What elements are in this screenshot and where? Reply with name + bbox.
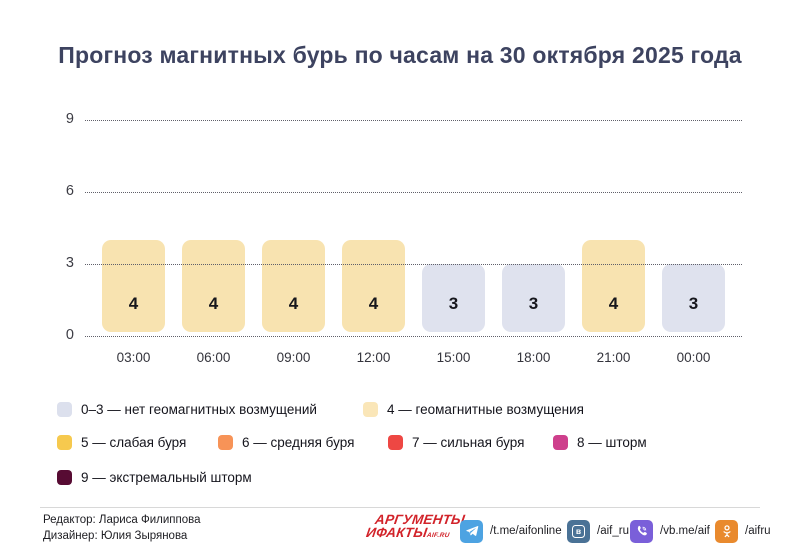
x-axis-label: 03:00	[116, 350, 151, 365]
legend-label: 4 — геомагнитные возмущения	[387, 402, 584, 417]
legend-label: 8 — шторм	[577, 435, 647, 450]
x-axis-label: 09:00	[276, 350, 311, 365]
chart-bar	[662, 263, 725, 332]
aif-logo-suffix: AIF.RU	[426, 532, 451, 539]
credit-designer: Дизайнер: Юлия Зырянова	[43, 529, 188, 542]
legend-item: 9 — экстремальный шторм	[57, 469, 252, 486]
legend-item: 5 — слабая буря	[57, 434, 186, 451]
social-handle: /aifru	[745, 525, 771, 537]
chart-bar	[582, 239, 645, 332]
x-axis-label: 21:00	[596, 350, 631, 365]
social-link-vk[interactable]: в/aif_ru	[567, 519, 629, 543]
x-axis-label: 12:00	[356, 350, 391, 365]
chart-bar	[502, 263, 565, 332]
legend-swatch-icon	[57, 435, 72, 450]
y-axis-label: 0	[65, 327, 74, 343]
chart-bar	[102, 239, 165, 332]
bar-value-label: 4	[368, 294, 379, 313]
page-title: Прогноз магнитных бурь по часам на 30 ок…	[58, 42, 742, 68]
bar-value-label: 3	[528, 294, 539, 313]
gridline-3	[85, 263, 742, 265]
bar-value-label: 3	[448, 294, 459, 313]
viber-icon	[630, 519, 653, 543]
bar-value-label: 4	[128, 294, 139, 313]
social-link-viber[interactable]: /vb.me/aif	[630, 519, 710, 543]
bar-value-label: 4	[288, 294, 299, 313]
vk-letter: в	[572, 524, 585, 538]
y-axis-label: 3	[65, 255, 74, 271]
legend-swatch-icon	[363, 402, 378, 417]
legend-swatch-icon	[57, 402, 72, 417]
legend-swatch-icon	[218, 435, 233, 450]
social-link-telegram[interactable]: /t.me/aifonline	[460, 519, 562, 543]
y-axis-label: 6	[65, 183, 74, 199]
gridline-9	[85, 119, 742, 121]
x-axis-label: 15:00	[436, 350, 471, 365]
x-axis-label: 06:00	[196, 350, 231, 365]
x-axis-label: 18:00	[516, 350, 551, 365]
gridline-0	[85, 335, 742, 337]
x-axis-label: 00:00	[676, 350, 711, 365]
legend-item: 4 — геомагнитные возмущения	[363, 401, 584, 418]
credit-editor: Редактор: Лариса Филиппова	[43, 514, 201, 526]
footer-divider	[40, 507, 760, 508]
bar-value-label: 4	[208, 294, 219, 313]
vk-icon: в	[567, 519, 590, 543]
y-axis-label: 9	[65, 111, 74, 127]
legend-item: 7 — сильная буря	[388, 434, 524, 451]
credits: Редактор: Лариса Филиппова Дизайнер: Юли…	[43, 513, 201, 544]
aif-logo-line2: ИФАКТЫAIF.RU	[365, 525, 451, 540]
legend-item: 8 — шторм	[553, 434, 647, 451]
telegram-icon	[460, 519, 483, 543]
legend-label: 7 — сильная буря	[412, 435, 525, 450]
chart-bar	[422, 263, 485, 332]
legend-swatch-icon	[553, 435, 568, 450]
chart-bar	[342, 239, 405, 332]
social-handle: /aif_ru	[597, 525, 629, 537]
legend-label: 5 — слабая буря	[81, 435, 187, 450]
aif-logo: АРГУМЕНТЫ ИФАКТЫAIF.RU	[365, 512, 466, 542]
legend-swatch-icon	[388, 435, 403, 450]
legend-swatch-icon	[57, 470, 72, 485]
legend-item: 0–3 — нет геомагнитных возмущений	[57, 401, 317, 418]
chart-bar	[182, 239, 245, 332]
legend-label: 6 — средняя буря	[242, 435, 355, 450]
bar-value-label: 3	[688, 294, 699, 313]
social-link-ok[interactable]: /aifru	[715, 519, 771, 543]
social-handle: /t.me/aifonline	[490, 525, 562, 537]
gridline-6	[85, 191, 742, 193]
ok-icon	[715, 519, 738, 543]
chart-bar	[262, 239, 325, 332]
legend-label: 9 — экстремальный шторм	[81, 470, 252, 485]
legend-item: 6 — средняя буря	[218, 434, 354, 451]
social-handle: /vb.me/aif	[660, 525, 710, 537]
bar-value-label: 4	[608, 294, 619, 313]
legend-label: 0–3 — нет геомагнитных возмущений	[81, 402, 317, 417]
